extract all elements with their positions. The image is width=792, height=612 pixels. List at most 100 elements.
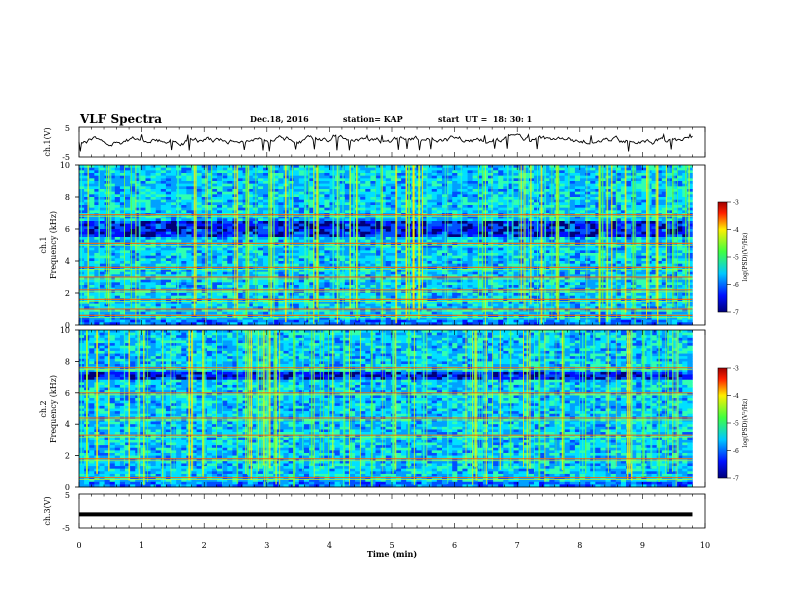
spectrogram-cell bbox=[436, 183, 443, 187]
spectrogram-cell bbox=[344, 221, 351, 224]
spectrogram-cell bbox=[421, 191, 427, 195]
spectrogram-cell bbox=[574, 255, 581, 259]
spectrogram-cell bbox=[242, 178, 248, 182]
spectrogram-cell bbox=[661, 229, 668, 232]
spectrogram-cell bbox=[380, 247, 387, 251]
spectrogram-cell bbox=[201, 218, 208, 222]
spectrogram-cell bbox=[278, 229, 284, 232]
spectrogram-cell bbox=[114, 223, 121, 227]
spectrogram-cell bbox=[401, 223, 407, 227]
spectrogram-cell bbox=[564, 239, 571, 243]
spectrogram-cell bbox=[329, 186, 335, 190]
spectrogram-cell bbox=[247, 221, 254, 224]
spectrogram-cell bbox=[227, 261, 233, 264]
spectrogram-cell bbox=[569, 263, 576, 267]
spectrogram-cell bbox=[447, 245, 453, 248]
spectrogram-cell bbox=[145, 247, 151, 251]
spectrogram-cell bbox=[298, 223, 305, 227]
spectrogram-cell bbox=[201, 178, 208, 182]
spectrogram-cell bbox=[569, 237, 576, 240]
spectrogram-cell bbox=[263, 271, 269, 275]
spectrogram-cell bbox=[309, 197, 315, 200]
spectrogram-cell bbox=[462, 247, 468, 251]
spectrogram-cell bbox=[385, 250, 392, 254]
spectrogram-cell bbox=[94, 255, 100, 259]
spectrogram-cell bbox=[329, 269, 335, 272]
spectrogram-cell bbox=[135, 167, 141, 171]
spectrogram-cell bbox=[211, 226, 218, 230]
spectrogram-cell bbox=[288, 237, 295, 240]
spectrogram-cell bbox=[211, 237, 218, 240]
spectrogram-cell bbox=[687, 253, 693, 256]
spectrogram-cell bbox=[329, 271, 335, 275]
spectrogram-cell bbox=[615, 186, 622, 190]
spectrogram-cell bbox=[401, 186, 407, 190]
spectrogram-cell bbox=[217, 271, 223, 275]
spectrogram-cell bbox=[559, 229, 565, 232]
spectrogram-cell bbox=[508, 215, 514, 219]
spectrogram-cell bbox=[472, 271, 479, 275]
spectrogram-cell bbox=[145, 274, 151, 278]
spectrogram-cell bbox=[569, 170, 576, 174]
spectrogram-cell bbox=[145, 207, 151, 211]
spectrogram-cell bbox=[186, 181, 192, 184]
spectrogram-cell bbox=[109, 178, 116, 182]
spectrogram-cell bbox=[523, 173, 530, 176]
spectrogram-cell bbox=[661, 221, 668, 224]
spectrogram-cell bbox=[564, 250, 571, 254]
spectrogram-cell bbox=[677, 189, 683, 192]
spectrogram-cell bbox=[165, 258, 172, 262]
spectrogram-cell bbox=[390, 199, 397, 203]
spectrogram-cell bbox=[257, 245, 264, 248]
spectrogram-cell bbox=[329, 199, 335, 203]
spectrogram-cell bbox=[89, 239, 95, 243]
spectrogram-cell bbox=[487, 197, 494, 200]
spectrogram-cell bbox=[487, 269, 494, 272]
spectrogram-cell bbox=[94, 247, 100, 251]
spectrogram-cell bbox=[324, 245, 330, 248]
spectrogram-cell bbox=[585, 271, 591, 275]
spectrogram-cell bbox=[544, 183, 550, 187]
spectrogram-cell bbox=[431, 245, 438, 248]
spectrogram-cell bbox=[324, 231, 330, 235]
spectrogram-cell bbox=[237, 261, 243, 264]
spectrogram-cell bbox=[682, 221, 688, 224]
spectrogram-cell bbox=[610, 247, 617, 251]
spectrogram-cell bbox=[656, 261, 663, 264]
spectrogram-cell bbox=[206, 245, 213, 248]
spectrogram-cell bbox=[508, 167, 514, 171]
spectrogram-cell bbox=[431, 167, 438, 171]
spectrogram-cell bbox=[564, 271, 571, 275]
spectrogram-cell bbox=[651, 234, 657, 238]
spectrogram-cell bbox=[467, 191, 473, 195]
spectrogram-cell bbox=[329, 170, 335, 174]
spectrogram-cell bbox=[155, 218, 162, 222]
spectrogram-cell bbox=[487, 258, 494, 262]
spectrogram-cell bbox=[503, 237, 509, 240]
spectrogram-cell bbox=[380, 271, 387, 275]
spectrogram-cell bbox=[687, 226, 693, 230]
spectrogram-cell bbox=[569, 221, 576, 224]
spectrogram-cell bbox=[104, 178, 110, 182]
spectrogram-cell bbox=[503, 271, 509, 275]
spectrogram-cell bbox=[498, 215, 504, 219]
spectrogram-cell bbox=[125, 165, 131, 168]
spectrogram-cell bbox=[104, 167, 110, 171]
spectrogram-cell bbox=[303, 253, 310, 256]
spectrogram-cell bbox=[487, 186, 494, 190]
spectrogram-cell bbox=[165, 202, 172, 206]
spectrogram-cell bbox=[569, 191, 576, 195]
spectrogram-cell bbox=[155, 197, 162, 200]
spectrogram-cell bbox=[324, 202, 330, 206]
spectrogram-cell bbox=[651, 221, 657, 224]
spectrogram-cell bbox=[401, 207, 407, 211]
spectrogram-cell bbox=[360, 183, 366, 187]
spectrogram-cell bbox=[544, 165, 550, 168]
spectrogram-cell bbox=[119, 247, 126, 251]
spectrogram-cell bbox=[513, 191, 519, 195]
spectrogram-cell bbox=[150, 165, 156, 168]
spectrogram-cell bbox=[145, 165, 151, 168]
spectrogram-cell bbox=[441, 167, 448, 171]
spectrogram-cell bbox=[196, 170, 202, 174]
spectrogram-cell bbox=[140, 237, 146, 240]
